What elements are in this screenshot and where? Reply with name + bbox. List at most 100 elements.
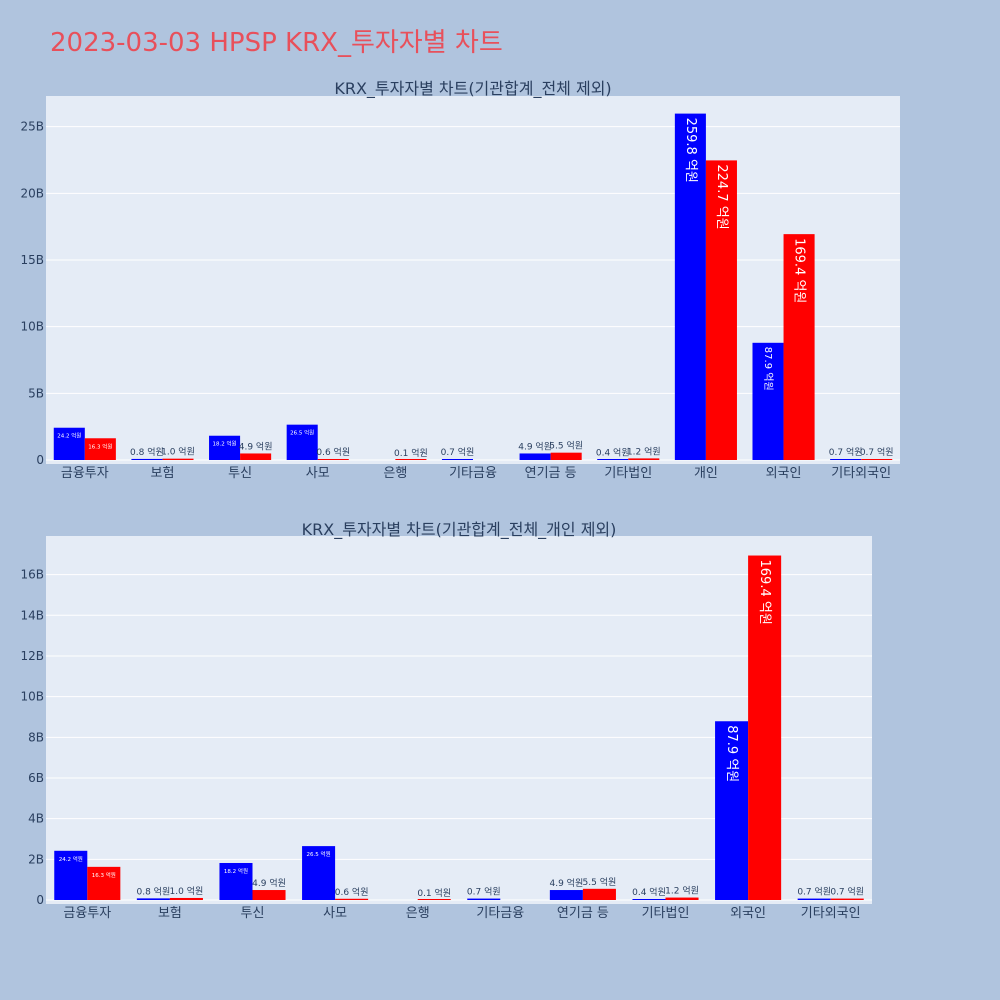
data-label: 1.2 억원 bbox=[627, 445, 661, 457]
bar bbox=[84, 438, 116, 460]
data-label: 0.7 억원 bbox=[830, 886, 864, 898]
data-label: 4.9 억원 bbox=[239, 440, 273, 452]
y-tick-label: 6B bbox=[28, 771, 44, 785]
data-label: 5.5 억원 bbox=[583, 876, 617, 888]
y-tick-label: 16B bbox=[20, 568, 44, 582]
chart-title: KRX_투자자별 차트(기관합계_전체_개인 제외) bbox=[302, 520, 617, 540]
data-label: 0.6 억원 bbox=[335, 886, 369, 898]
bar bbox=[286, 424, 318, 460]
x-tick-label: 외국인 bbox=[730, 906, 766, 921]
data-label: 24.2 억원 bbox=[59, 855, 83, 863]
x-tick-label: 기타금융 bbox=[476, 906, 524, 921]
y-tick-label: 5B bbox=[28, 386, 44, 400]
data-label: 26.5 억원 bbox=[290, 429, 314, 437]
data-label: 5.5 억원 bbox=[549, 440, 583, 452]
bar bbox=[53, 427, 85, 460]
x-tick-label: 투신 bbox=[241, 906, 265, 921]
bar bbox=[417, 899, 451, 900]
data-label: 0.4 억원 bbox=[596, 446, 630, 458]
bar bbox=[252, 890, 286, 900]
bar bbox=[317, 459, 349, 460]
bar bbox=[674, 113, 706, 460]
data-label: 1.2 억원 bbox=[665, 885, 699, 897]
bar bbox=[830, 459, 862, 460]
data-label: 169.4 억원 bbox=[757, 560, 772, 625]
bar bbox=[169, 897, 203, 900]
data-label: 0.7 억원 bbox=[829, 446, 863, 458]
x-tick-label: 금융투자 bbox=[63, 906, 111, 921]
bar bbox=[632, 899, 666, 900]
x-tick-label: 은행 bbox=[406, 905, 430, 921]
data-label: 0.7 억원 bbox=[441, 446, 475, 458]
data-label: 1.0 억원 bbox=[170, 885, 204, 897]
y-tick-label: 10B bbox=[20, 690, 44, 704]
chart-krx-excluding-institution-total-and-individual: 0 2B 4B 6B 8B 10B 12B 14B 16B KRX_투자자별 차트(기관합계_전체… bbox=[20, 520, 872, 921]
data-label: 16.3 억원 bbox=[92, 871, 116, 879]
x-tick-label: 투신 bbox=[228, 466, 252, 481]
data-label: 4.9 억원 bbox=[252, 877, 286, 889]
x-tick-label: 기타금융 bbox=[449, 466, 497, 481]
bar bbox=[335, 898, 369, 900]
bar bbox=[240, 453, 272, 460]
y-tick-label: 8B bbox=[28, 730, 44, 744]
data-label: 4.9 억원 bbox=[518, 440, 552, 452]
data-label: 0.8 억원 bbox=[137, 885, 171, 897]
data-label: 4.9 억원 bbox=[550, 877, 584, 889]
x-tick-label: 사모 bbox=[306, 466, 330, 481]
page-title: 2023-03-03 HPSP KRX_투자자별 차트 bbox=[50, 28, 503, 58]
y-tick-label: 15B bbox=[20, 253, 44, 267]
bar bbox=[797, 898, 831, 900]
x-tick-label: 은행 bbox=[383, 465, 407, 481]
bar bbox=[715, 721, 749, 900]
data-label: 0.6 억원 bbox=[316, 446, 350, 458]
bar bbox=[54, 850, 88, 900]
x-tick-label: 연기금 등 bbox=[557, 906, 609, 921]
data-label: 18.2 억원 bbox=[224, 867, 248, 875]
bar bbox=[162, 458, 194, 460]
bar bbox=[597, 459, 629, 460]
bar bbox=[519, 453, 551, 460]
bar bbox=[628, 458, 660, 460]
y-tick-label: 10B bbox=[20, 320, 44, 334]
bar bbox=[582, 888, 616, 900]
x-tick-label: 보험 bbox=[158, 906, 182, 921]
data-label: 0.1 억원 bbox=[417, 887, 451, 899]
y-tick-label: 0 bbox=[36, 893, 44, 907]
bar bbox=[302, 846, 336, 900]
bar bbox=[87, 866, 121, 900]
bar bbox=[705, 160, 737, 460]
bar bbox=[219, 862, 253, 900]
data-label: 87.9 억원 bbox=[762, 347, 774, 391]
bar bbox=[549, 890, 583, 900]
x-tick-label: 기타법인 bbox=[604, 466, 652, 481]
y-tick-label: 4B bbox=[28, 812, 44, 826]
x-tick-label: 기타법인 bbox=[642, 906, 690, 921]
bar bbox=[861, 459, 893, 460]
bar bbox=[783, 234, 815, 460]
chart-krx-excluding-institution-total: 0 5B 10B 15B 20B 25B KRX_투자자별 차트(기관합계_전체 제외) 금융… bbox=[20, 79, 900, 481]
data-label: 0.7 억원 bbox=[797, 886, 831, 898]
data-label: 18.2 억원 bbox=[213, 440, 237, 448]
data-label: 169.4 억원 bbox=[792, 238, 807, 303]
bar bbox=[748, 555, 782, 900]
x-tick-label: 연기금 등 bbox=[525, 466, 577, 481]
bar bbox=[665, 897, 699, 900]
x-tick-label: 보험 bbox=[150, 466, 174, 481]
bar bbox=[550, 452, 582, 460]
bar bbox=[830, 898, 864, 900]
bar bbox=[752, 342, 784, 460]
y-tick-label: 0 bbox=[36, 453, 44, 467]
data-label: 0.1 억원 bbox=[394, 447, 428, 459]
data-label: 259.8 억원 bbox=[683, 118, 698, 183]
bar bbox=[395, 459, 427, 460]
y-tick-label: 25B bbox=[20, 120, 44, 134]
data-label: 0.7 억원 bbox=[467, 886, 501, 898]
data-label: 26.5 억원 bbox=[307, 850, 331, 858]
x-tick-label: 개인 bbox=[694, 466, 718, 481]
data-label: 0.4 억원 bbox=[632, 886, 666, 898]
data-label: 24.2 억원 bbox=[57, 432, 81, 440]
chart-title: KRX_투자자별 차트(기관합계_전체 제외) bbox=[334, 79, 611, 99]
data-label: 0.8 억원 bbox=[130, 446, 164, 458]
bar bbox=[131, 458, 163, 460]
